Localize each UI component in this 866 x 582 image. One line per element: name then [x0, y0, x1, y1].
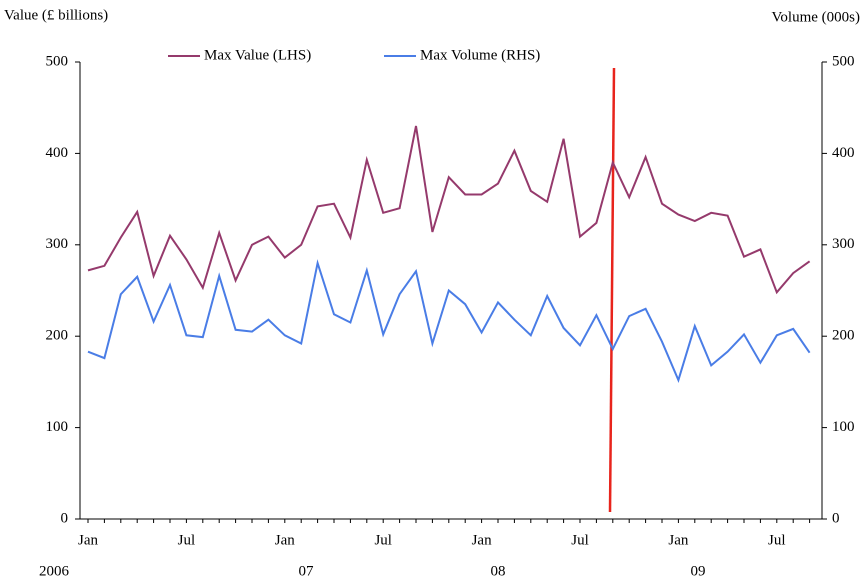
- year-label: 2006: [39, 563, 70, 579]
- data-line: [87, 125, 811, 295]
- x-tick-label: Jan: [472, 532, 492, 548]
- y-tick-label: 100: [46, 419, 69, 435]
- y-axis-title: Value (£ billions): [4, 7, 108, 23]
- x-tick-label: Jul: [768, 532, 786, 548]
- y2-tick-label: 200: [832, 328, 855, 344]
- y2-tick-label: 500: [832, 53, 855, 69]
- legend-label: Max Volume (RHS): [420, 47, 540, 63]
- legend-label: Max Value (LHS): [204, 47, 311, 63]
- y-tick-label: 500: [46, 53, 69, 69]
- year-label: 08: [491, 563, 506, 579]
- year-label: 09: [691, 563, 706, 579]
- y-tick-label: 0: [61, 510, 69, 526]
- y2-tick-label: 0: [832, 510, 840, 526]
- x-tick-label: Jan: [668, 532, 688, 548]
- y-tick-label: 300: [46, 236, 69, 252]
- x-tick-label: Jul: [571, 532, 589, 548]
- y-tick-label: 400: [46, 145, 69, 161]
- data-line: [87, 259, 811, 384]
- x-tick-label: Jul: [178, 532, 196, 548]
- y-tick-label: 200: [46, 328, 69, 344]
- y2-tick-label: 100: [832, 419, 855, 435]
- x-tick-label: Jan: [78, 532, 98, 548]
- y2-tick-label: 300: [832, 236, 855, 252]
- x-tick-label: Jan: [275, 532, 295, 548]
- y2-tick-label: 400: [832, 145, 855, 161]
- year-label: 07: [299, 563, 315, 579]
- y2-axis-title: Volume (000s): [772, 9, 860, 25]
- event-marker-line: [608, 67, 616, 513]
- x-tick-label: Jul: [374, 532, 392, 548]
